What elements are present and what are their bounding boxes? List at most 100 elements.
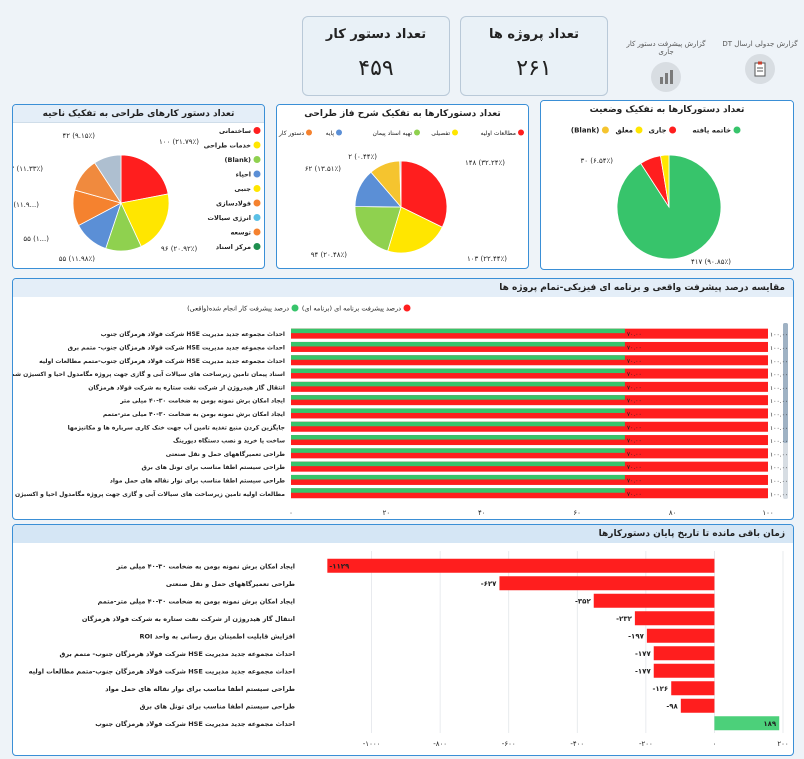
bar-planned xyxy=(291,368,768,379)
legend-marker xyxy=(253,228,261,236)
legend-marker xyxy=(403,304,411,312)
pie-slice xyxy=(399,160,402,208)
pie-slice-label: ۳۰ (۶.۵۴٪) xyxy=(581,157,614,165)
phase-pie-panel: تعداد دستورکارها به تفکیک شرح فاز طراحی … xyxy=(276,104,529,269)
bar-planned xyxy=(291,488,768,499)
bar-value-label: -۱۲۶ xyxy=(652,685,668,693)
pie-slice-label: ۱۰۳ (۲۲.۴۴٪) xyxy=(467,255,507,263)
legend-marker xyxy=(669,126,677,134)
legend-label: تهیه اسناد پیمان xyxy=(373,130,413,137)
bar-actual xyxy=(291,448,625,453)
remaining-bar xyxy=(714,716,780,731)
category-label: انتقال گاز هیدروژن از شرکت نفت ستاره به … xyxy=(82,615,295,623)
report-table-label: گزارش جدولی ارسال DT xyxy=(722,40,798,48)
legend-label: خدمات طراحی xyxy=(204,142,252,150)
bar-planned-label: ۱۰۰.۰۰ xyxy=(770,491,788,498)
status-pie-chart: ۴۱۷ (۹۰.۸۵٪) ۳۰ (۶.۵۴٪) خاتمه یافته جاری معل… xyxy=(571,126,741,266)
bar-value-label: -۲۳۲ xyxy=(616,615,632,623)
bar-actual xyxy=(291,461,625,467)
category-label: ایجاد امکان برش نمونه بومن به ضخامت ۳۰-۴… xyxy=(103,411,285,418)
x-tick-label: -۸۰۰ xyxy=(433,740,447,748)
pie-slice xyxy=(400,160,448,228)
phase-pie-chart: ۱۴۸ (۳۲.۲۴٪) ۱۰۳ (۲۲.۴۴٪) ۹۴ (۲۰.۴۸٪) ۶۲ (۱… xyxy=(278,129,524,263)
kpi-contracts-label: تعداد دستور کار xyxy=(325,27,427,42)
category-label: طراحی سیستم اطفا مناسب برای نوار نقاله ه… xyxy=(110,477,286,484)
bar-planned xyxy=(291,461,768,472)
remaining-bar-title: زمان باقی مانده تا تاریخ پایان دستورکاره… xyxy=(13,525,793,543)
pie-slice-label: ۵۵ (۱۱.۹...) xyxy=(13,201,39,209)
x-tick-label: -۲۰۰ xyxy=(639,740,653,748)
legend-marker xyxy=(253,170,261,178)
bar-planned-label: ۱۰۰.۰۰ xyxy=(770,438,788,445)
bar-actual xyxy=(291,341,625,347)
bar-actual xyxy=(291,408,625,413)
report-progress-button[interactable]: گزارش پیشرفت دستور کار جاری xyxy=(618,40,714,92)
remaining-bar xyxy=(671,681,715,696)
pie-slice xyxy=(120,193,170,248)
legend-marker xyxy=(253,127,261,134)
status-pie-title: تعداد دستورکارها به تفکیک وضعیت xyxy=(541,101,793,119)
legend-marker xyxy=(414,129,420,136)
legend-marker xyxy=(452,129,458,136)
legend-label: فولادسازی xyxy=(216,200,251,208)
bar-value-label: -۱۹۷ xyxy=(628,632,644,640)
bar-actual xyxy=(291,474,625,480)
category-label: شرکت فولاد هرمزگان جنوب-متمم مطالعات اول… xyxy=(39,357,285,365)
pie-slice-label: ۹۶ (۲۰.۹۲٪) xyxy=(161,245,197,253)
bar-actual xyxy=(291,488,625,493)
status-pie-panel: تعداد دستورکارها به تفکیک وضعیت ۴۱۷ (۹۰.… xyxy=(540,100,794,270)
region-pie-panel: تعداد دستور کارهای طراحی به تفکیک ناحیه … xyxy=(12,104,265,269)
bar-actual-label: ۷۰.۰۰ xyxy=(627,451,642,458)
category-label: شرکت فولاد هرمزگان جنوب-متمم مطالعات اول… xyxy=(29,667,295,675)
x-tick-label: -۴۰۰ xyxy=(570,740,584,748)
x-tick-label: -۶۰۰ xyxy=(502,740,516,748)
remaining-bar xyxy=(499,576,715,591)
bar-planned-label: ۱۰۰.۰۰ xyxy=(770,385,788,392)
x-tick-label: ۶۰ xyxy=(573,509,581,517)
x-tick-label: ۰ xyxy=(713,740,717,748)
category-label: طراحی سیستم اطفا مناسب برای تونل های برق xyxy=(142,464,286,471)
pie-slice xyxy=(387,206,443,254)
x-tick-label: ۲۰۰ xyxy=(777,740,788,748)
bar-chart-icon xyxy=(651,62,681,92)
scrollbar-thumb xyxy=(783,323,788,443)
legend-marker xyxy=(336,129,342,136)
bar-planned-label: ۱۰۰.۰۰ xyxy=(770,358,788,365)
pie-slice-label: ۶۲ (۱۳.۵۱٪) xyxy=(305,165,341,173)
bar-value-label: -۶۲۷ xyxy=(481,580,497,588)
bar-planned-label: ۱۰۰.۰۰ xyxy=(770,332,788,339)
bar-planned xyxy=(291,381,768,392)
pie-slice-label: ۵۲ (۱۱.۳۳٪) xyxy=(13,165,43,173)
category-label: ایجاد امکان برش نمونه بومن به ضخامت ۳۰-۴… xyxy=(98,597,295,605)
bar-value-label: ۱۸۹ xyxy=(763,720,777,728)
bar-actual xyxy=(291,368,625,374)
category-label: شرکت فولاد هرمزگان جنوب- متمم برق HSE اح… xyxy=(60,650,295,658)
clipboard-icon xyxy=(745,54,775,84)
legend-label: تفصیلی xyxy=(431,130,450,137)
legend-label: جاری xyxy=(648,127,666,135)
bar-planned-label: ۱۰۰.۰۰ xyxy=(770,345,788,352)
legend-label: (Blank) xyxy=(225,156,251,164)
legend-label: ساختمانی xyxy=(219,127,251,135)
pie-slice xyxy=(94,154,122,205)
bar-actual-label: ۷۰.۰۰ xyxy=(627,371,642,378)
bar-value-label: -۱۱۲۹ xyxy=(329,562,350,570)
x-tick-label: ۸۰ xyxy=(669,509,677,517)
kpi-contracts-value: ۴۵۹ xyxy=(358,56,394,81)
bar-planned xyxy=(291,341,768,352)
region-pie-title: تعداد دستور کارهای طراحی به تفکیک ناحیه xyxy=(13,105,264,123)
bar-actual xyxy=(291,355,625,360)
legend-marker xyxy=(291,304,299,312)
remaining-bar xyxy=(646,628,715,643)
legend-marker xyxy=(253,185,261,192)
bar-planned xyxy=(291,408,768,419)
legend-marker xyxy=(253,243,261,250)
legend-marker xyxy=(253,141,261,149)
bar-value-label: -۹۸ xyxy=(666,702,678,710)
legend-label: درصد پیشرفت برنامه ای (برنامه ای) xyxy=(302,305,401,313)
legend-marker xyxy=(518,129,524,136)
region-pie-chart: ۱۰۰ (۲۱.۷۹٪) ۹۶ (۲۰.۹۲٪) ۵۵ (۱۱.۹۸٪) ۵۵ (۱.… xyxy=(13,127,261,263)
legend-label: خاتمه یافته xyxy=(692,127,731,135)
bar-actual-label: ۷۰.۰۰ xyxy=(627,424,642,431)
report-table-button[interactable]: گزارش جدولی ارسال DT xyxy=(720,40,800,84)
